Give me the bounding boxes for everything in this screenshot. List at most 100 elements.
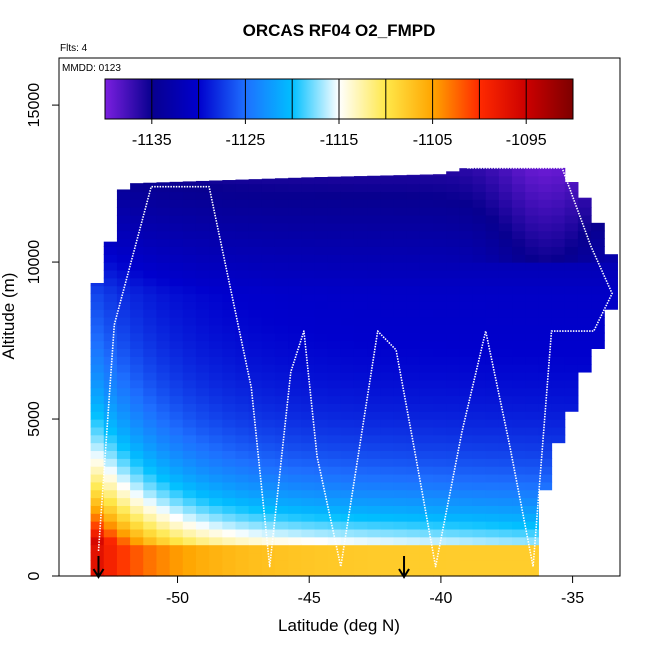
heatmap-cell <box>301 489 316 499</box>
heatmap-cell <box>222 513 237 522</box>
heatmap-cell <box>288 387 302 397</box>
heatmap-cell <box>525 560 539 569</box>
heatmap-cell <box>485 254 500 263</box>
heatmap-cell <box>248 411 263 420</box>
heatmap-cell <box>314 332 329 342</box>
heatmap-cell <box>433 277 447 287</box>
heatmap-cell <box>169 371 184 381</box>
heatmap-cell <box>485 528 500 538</box>
heatmap-cell <box>512 528 526 538</box>
heatmap-cell <box>551 254 566 263</box>
heatmap-cell <box>353 324 368 334</box>
heatmap-cell <box>222 387 237 397</box>
heatmap-cell <box>156 269 171 279</box>
heatmap-cell <box>103 348 118 357</box>
heatmap-cell <box>538 262 553 271</box>
heatmap-cell <box>195 191 210 200</box>
heatmap-cell <box>248 262 263 271</box>
heatmap-cell <box>103 285 118 295</box>
heatmap-cell <box>459 458 474 467</box>
heatmap-cell <box>314 371 329 381</box>
heatmap-cell <box>472 332 487 342</box>
heatmap-cell <box>577 269 592 279</box>
heatmap-cell <box>367 442 381 452</box>
heatmap-cell <box>512 419 526 428</box>
heatmap-cell <box>538 434 553 444</box>
heatmap-cell <box>419 395 434 404</box>
heatmap-cell <box>512 340 526 349</box>
heatmap-cell <box>512 442 526 452</box>
heatmap-cell <box>248 293 263 302</box>
heatmap-cell <box>577 246 592 255</box>
heatmap-cell <box>261 222 276 232</box>
heatmap-cell <box>393 442 408 452</box>
heatmap-cell <box>143 411 158 420</box>
heatmap-cell <box>169 222 184 232</box>
heatmap-cell <box>209 505 223 514</box>
heatmap-cell <box>235 395 250 404</box>
heatmap-cell <box>327 466 342 475</box>
heatmap-cell <box>156 293 171 302</box>
heatmap-cell <box>367 434 381 444</box>
heatmap-cell <box>498 230 513 240</box>
heatmap-cell <box>525 183 539 193</box>
heatmap-cell <box>195 332 210 342</box>
heatmap-cell <box>446 207 460 216</box>
heatmap-cell <box>433 238 447 247</box>
heatmap-cell <box>314 214 329 224</box>
heatmap-cell <box>459 528 474 538</box>
heatmap-cell <box>498 426 513 436</box>
heatmap-cell <box>446 473 460 483</box>
heatmap-cell <box>130 317 144 326</box>
heatmap-cell <box>235 528 250 538</box>
heatmap-cell <box>103 246 118 255</box>
heatmap-cell <box>380 222 395 232</box>
heatmap-cell <box>353 348 368 357</box>
heatmap-cell <box>103 262 118 271</box>
heatmap-cell <box>525 489 539 499</box>
heatmap-cell <box>248 324 263 334</box>
heatmap-cell <box>116 254 131 263</box>
heatmap-cell <box>143 371 158 381</box>
heatmap-cell <box>525 379 539 389</box>
heatmap-cell <box>261 364 276 373</box>
heatmap-cell <box>419 356 434 365</box>
heatmap-cell <box>525 442 539 452</box>
heatmap-cell <box>577 364 592 373</box>
heatmap-cell <box>380 473 395 483</box>
heatmap-cell <box>380 371 395 381</box>
heatmap-cell <box>340 262 355 271</box>
heatmap-cell <box>419 481 434 491</box>
heatmap-cell <box>314 222 329 232</box>
heatmap-cell <box>274 450 289 459</box>
heatmap-cell <box>301 177 316 185</box>
heatmap-cell <box>156 182 171 185</box>
heatmap-cell <box>485 434 500 444</box>
heatmap-cell <box>222 293 237 302</box>
heatmap-cell <box>485 505 500 514</box>
heatmap-cell <box>103 536 118 546</box>
heatmap-cell <box>340 458 355 467</box>
heatmap-cell <box>433 332 447 342</box>
heatmap-cell <box>512 262 526 271</box>
heatmap-cell <box>130 411 144 420</box>
heatmap-cell <box>367 262 381 271</box>
heatmap-cell <box>353 238 368 247</box>
heatmap-cell <box>143 505 158 514</box>
heatmap-cell <box>116 481 131 491</box>
heatmap-cell <box>143 254 158 263</box>
heatmap-cell <box>301 513 316 522</box>
heatmap-cell <box>327 379 342 389</box>
heatmap-cell <box>314 285 329 295</box>
heatmap-cell <box>288 544 302 554</box>
heatmap-cell <box>327 513 342 522</box>
heatmap-cell <box>419 419 434 428</box>
heatmap-cell <box>340 277 355 287</box>
heatmap-cell <box>261 214 276 224</box>
heatmap-cell <box>591 262 605 271</box>
heatmap-cell <box>182 214 197 224</box>
heatmap-cell <box>367 246 381 255</box>
heatmap-cell <box>446 332 460 342</box>
heatmap-cell <box>195 285 210 295</box>
heatmap-cell <box>90 348 105 357</box>
